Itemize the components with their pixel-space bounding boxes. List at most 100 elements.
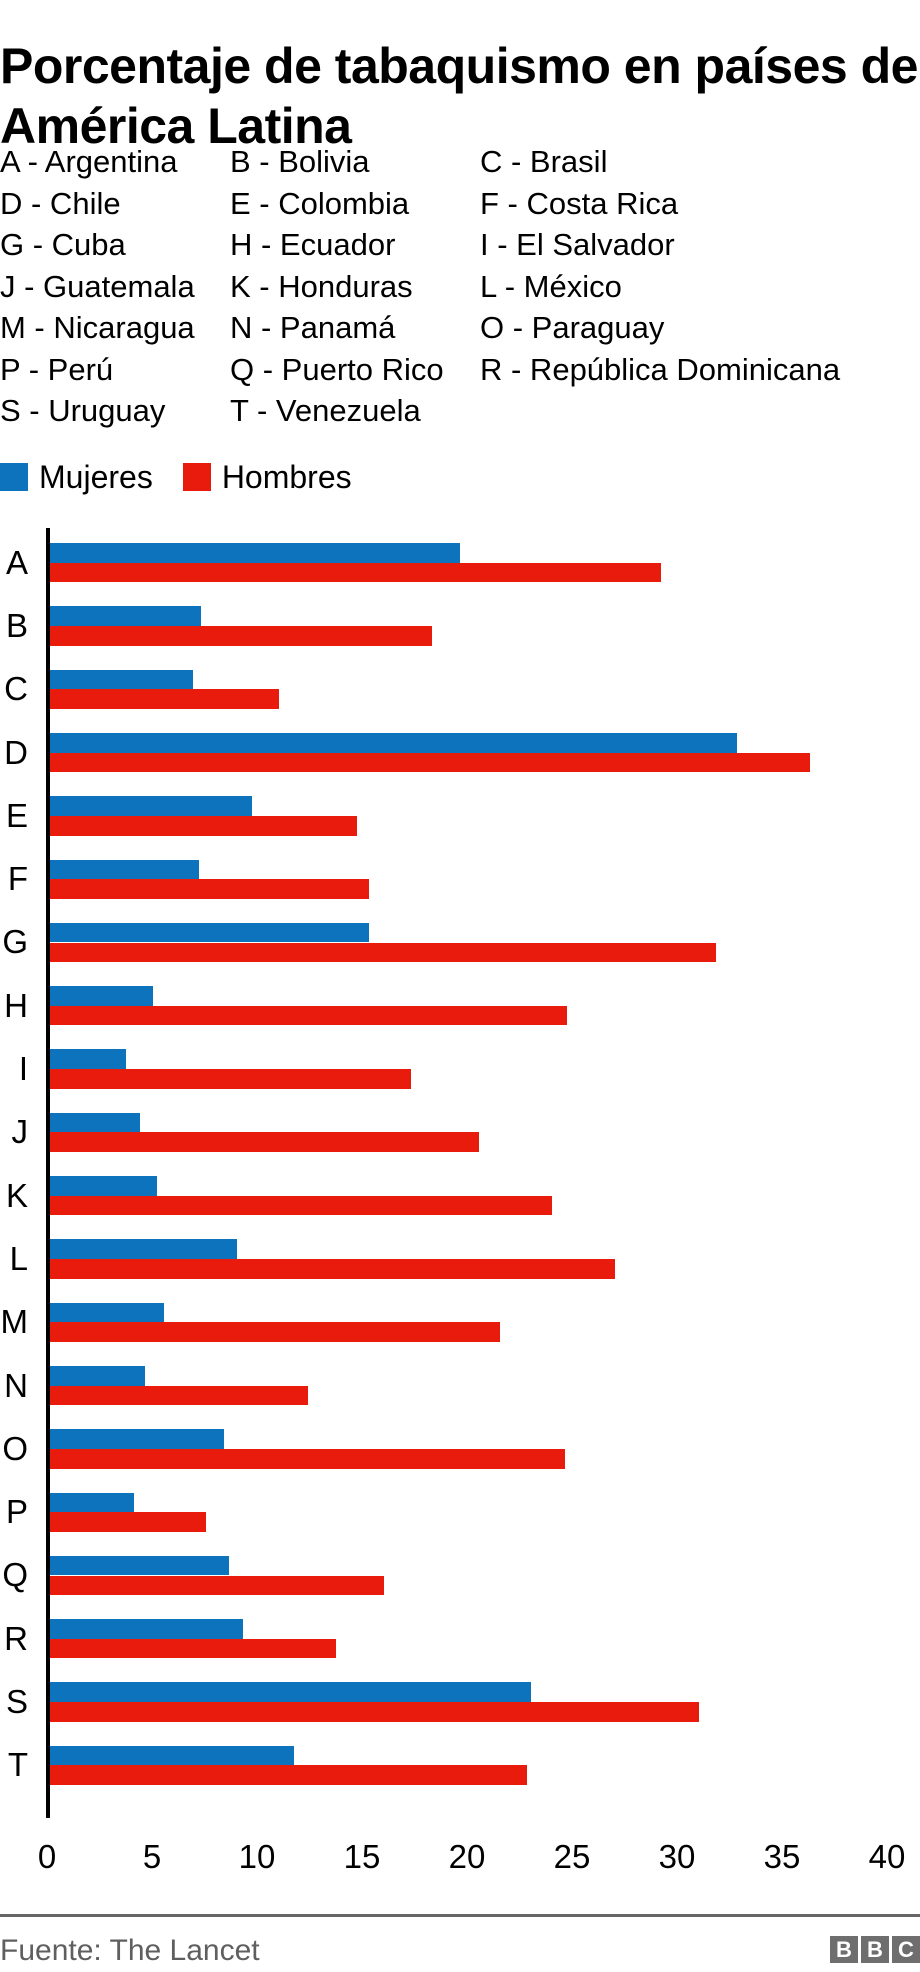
category-label: R [4, 1619, 28, 1657]
category-label: M [0, 1303, 29, 1341]
country-key-item: I - El Salvador [480, 227, 675, 262]
bar-S-mujeres [48, 1682, 531, 1703]
bar-N-hombres [48, 1385, 309, 1406]
category-label: F [7, 860, 28, 898]
bar-B-hombres [48, 626, 433, 646]
source-credit: Fuente: The Lancet [0, 1934, 260, 1967]
category-label: E [5, 796, 28, 834]
x-tick-label: 0 [37, 1838, 57, 1875]
category-label: G [2, 923, 28, 961]
page-title: Porcentaje de tabaquismo en países de Am… [0, 37, 918, 154]
footer-divider [0, 1914, 920, 1917]
country-key-item: H - Ecuador [230, 227, 396, 262]
legend-item: Mujeres [0, 461, 153, 493]
bar-Q-mujeres [48, 1555, 229, 1576]
bar-H-mujeres [48, 986, 153, 1006]
x-tick-label: 5 [142, 1838, 162, 1875]
bar-B-mujeres [48, 606, 202, 626]
bar-G-mujeres [48, 922, 370, 943]
legend-swatch-icon [182, 463, 211, 491]
category-label: C [4, 670, 28, 708]
chart-legend: Mujeres Hombres [0, 461, 382, 493]
country-key-item: P - Perú [0, 351, 114, 387]
bar-N-mujeres [48, 1365, 145, 1386]
country-key-item: M - Nicaragua [0, 310, 195, 345]
bar-Q-hombres [48, 1575, 384, 1596]
bar-K-hombres [48, 1195, 552, 1216]
bar-I-mujeres [48, 1049, 126, 1070]
legend-swatch-icon [0, 463, 28, 491]
country-key-item: L - México [480, 268, 622, 304]
country-key-item: T - Venezuela [230, 393, 421, 428]
x-tick-label: 40 [868, 1838, 906, 1875]
country-key-item: C - Brasil [480, 144, 608, 179]
bar-F-mujeres [48, 859, 200, 880]
country-key-item: R - República Dominicana [480, 351, 841, 387]
country-key-item: Q - Puerto Rico [230, 351, 444, 387]
bar-P-mujeres [48, 1492, 135, 1513]
bar-M-hombres [48, 1322, 500, 1342]
legend-label: Mujeres [39, 459, 153, 495]
bar-C-mujeres [48, 669, 193, 690]
bar-D-hombres [48, 752, 811, 773]
category-label: B [5, 606, 28, 644]
country-key-item: F - Costa Rica [480, 185, 679, 221]
x-tick-label: 35 [763, 1838, 801, 1875]
bar-R-mujeres [48, 1619, 244, 1639]
country-key: A - Argentina B - Bolivia C - Brasil D - Ch… [0, 141, 920, 432]
country-key-item: O - Paraguay [480, 310, 665, 345]
x-tick-label: 25 [553, 1838, 591, 1875]
x-tick-label: 10 [238, 1838, 276, 1875]
category-label: H [4, 986, 28, 1024]
bar-L-hombres [48, 1259, 615, 1279]
bar-M-mujeres [48, 1302, 164, 1323]
category-label: D [4, 733, 28, 771]
category-label: O [2, 1429, 28, 1467]
country-key-item: K - Honduras [230, 268, 413, 304]
x-tick-label: 20 [448, 1838, 486, 1875]
bar-A-mujeres [48, 543, 460, 563]
bar-J-hombres [48, 1132, 479, 1153]
category-label: Q [2, 1556, 28, 1594]
x-tick-label: 15 [343, 1838, 381, 1875]
bar-I-hombres [48, 1069, 412, 1089]
y-axis-line [46, 528, 50, 1818]
bar-P-hombres [48, 1512, 206, 1532]
bar-K-mujeres [48, 1176, 158, 1196]
bbc-logo-block: B [830, 1936, 858, 1963]
bar-R-hombres [48, 1638, 336, 1659]
category-label: I [18, 1050, 28, 1088]
country-key-item: E - Colombia [230, 185, 410, 221]
bar-L-mujeres [48, 1239, 237, 1259]
category-label: A [5, 543, 28, 581]
bar-E-mujeres [48, 796, 252, 816]
legend-item: Hombres [182, 459, 352, 495]
bar-S-hombres [48, 1702, 699, 1722]
category-label: K [5, 1176, 28, 1214]
country-key-item: A - Argentina [0, 144, 178, 179]
legend-label: Hombres [221, 459, 352, 495]
bar-E-hombres [48, 815, 357, 836]
country-key-item: N - Panamá [230, 310, 396, 345]
country-key-item: G - Cuba [0, 227, 126, 262]
category-label: P [5, 1493, 28, 1531]
bar-O-mujeres [48, 1429, 225, 1449]
bar-F-hombres [48, 879, 370, 899]
bar-T-hombres [48, 1765, 527, 1786]
category-label: L [9, 1239, 28, 1277]
category-label: N [4, 1366, 28, 1404]
bar-J-mujeres [48, 1112, 141, 1133]
bar-C-hombres [48, 689, 279, 709]
bar-A-hombres [48, 562, 662, 583]
bar-D-mujeres [48, 732, 737, 753]
category-label: S [5, 1683, 28, 1721]
bbc-logo-block: B [861, 1936, 889, 1963]
country-key-item: S - Uruguay [0, 393, 166, 428]
bar-G-hombres [48, 942, 716, 963]
category-label: J [11, 1113, 29, 1151]
x-tick-label: 30 [658, 1838, 696, 1875]
bar-T-mujeres [48, 1745, 294, 1766]
bar-H-hombres [48, 1005, 567, 1026]
